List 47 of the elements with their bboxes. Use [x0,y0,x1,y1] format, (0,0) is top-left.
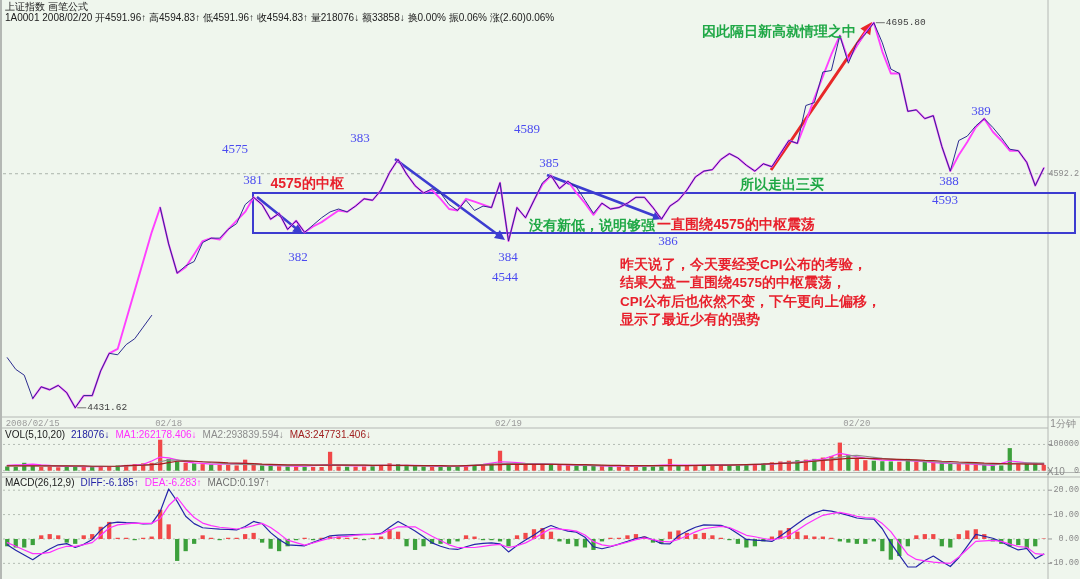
text: MA3:247731.406↓ [289,429,371,440]
chart-title: VOL(5,10,20) [5,429,66,440]
y-tick-label: 0.00 [1058,533,1079,544]
annotation: 没有新低，说明够强 [528,217,656,233]
annotation: 4544 [492,268,519,284]
annotation: 218076↓ [71,429,110,440]
annotation: 385 [539,154,559,170]
y-tick-label: -10.00 [1048,558,1079,569]
annotation: 4575 [222,140,248,156]
annotation: 昨天说了，今天要经受CPI公布的考验， [620,256,867,272]
annotation: 4589 [514,120,540,136]
annotation: 4593 [932,191,958,207]
x-tick-label: 2008/02/15 [5,419,60,429]
annotation: 384 [498,248,519,264]
y-tick-label: 100000 [1048,439,1079,450]
annotation: 382 [288,248,308,264]
text: 1分钟 [1050,417,1076,429]
data-label: 4431.62 [87,402,128,414]
series-label: DEA:-6.283↑ [144,477,202,488]
text: 1A0001 2008/02/20 开4591.96↑ 高4594.83↑ 低4591.96↑ 收4594.83↑ 量218076↓ 额33858↓ 换0.00% 振0.06% 涨(2.60)0.06% [5,12,555,23]
chart-title: MACD(26,12,9) [5,477,75,488]
y-tick-label: 10.00 [1053,509,1079,520]
annotation: X10 [1047,465,1066,477]
chart-title: 上证指数 画笔公式 [5,1,88,12]
y-tick-label: 20.00 [1053,485,1079,496]
annotation: 因此隔日新高就情理之中 [702,23,856,39]
annotation: 388 [939,172,959,188]
annotation: 389 [971,102,991,118]
annotation: 结果大盘一直围绕4575的中枢震荡， [619,275,847,290]
annotation: MACD:0.197↑ [207,477,270,488]
annotation: 显示了最近少有的强势 [619,312,760,327]
x-tick-label: 02/19 [495,419,523,429]
y-tick-label: 0 [1073,465,1079,476]
text: MA1:262178.406↓ [115,429,197,440]
x-tick-label: 02/18 [155,419,183,429]
annotation: 4575的中枢 [270,175,344,191]
x-tick-label: 02/20 [843,419,871,429]
annotation: 386 [658,232,679,248]
annotation: CPI公布后也依然不变，下午更向上偏移， [620,292,881,309]
annotation: 383 [350,129,370,145]
text: MA2:293839.594↓ [202,429,284,440]
data-label: 4695.80 [885,17,927,29]
annotation: 一直围绕4575的中枢震荡 [657,216,815,232]
annotation: 所以走出三买 [739,176,824,192]
ref-line-label: 4592.2 [1048,168,1079,179]
text: DIFF:-6.185↑ [80,477,139,488]
annotation: 381 [243,171,263,187]
